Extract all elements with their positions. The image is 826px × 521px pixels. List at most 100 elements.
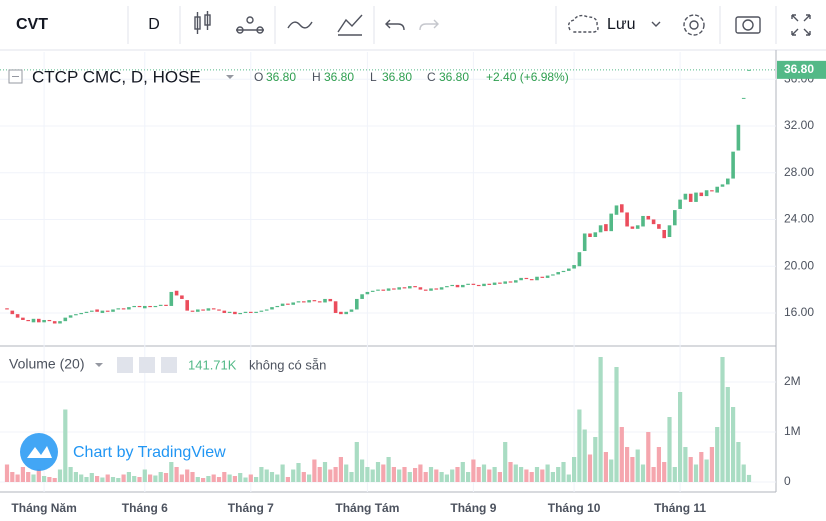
- watermark[interactable]: Chart by TradingView: [73, 444, 226, 461]
- volume-bar: [47, 477, 52, 482]
- marks: [0, 69, 776, 482]
- volume-bar: [20, 467, 25, 482]
- volume-bar: [662, 462, 667, 482]
- candle: [111, 309, 115, 312]
- tv-logo[interactable]: [20, 433, 58, 471]
- candle: [577, 252, 582, 267]
- volume-bar: [561, 462, 566, 482]
- candle: [333, 301, 338, 313]
- symbol[interactable]: CVT: [16, 16, 48, 33]
- volume-bar: [450, 469, 455, 482]
- volume-bar: [285, 477, 290, 482]
- volume-bar: [386, 457, 391, 482]
- candle: [572, 265, 576, 269]
- volume-buttons[interactable]: [117, 357, 177, 373]
- volume-bar: [211, 474, 216, 482]
- volume-bar: [291, 469, 296, 482]
- volume-bar: [577, 409, 582, 482]
- candle: [429, 288, 433, 291]
- volume-bar: [375, 462, 381, 482]
- volume-bar: [603, 452, 608, 482]
- volume-bar: [68, 467, 73, 482]
- candle: [545, 275, 550, 278]
- volume-bar: [640, 464, 646, 482]
- volume-bar: [259, 467, 264, 482]
- candle: [143, 305, 147, 309]
- volume-bar: [338, 457, 343, 482]
- candle: [439, 287, 444, 290]
- candle: [370, 290, 375, 292]
- last-price-label: 36.80: [784, 62, 814, 76]
- volume-bar: [243, 477, 248, 482]
- candle: [196, 309, 200, 312]
- volume-bar: [741, 464, 746, 482]
- candle: [254, 311, 258, 313]
- volume-bar: [158, 472, 163, 482]
- volume-bar: [174, 467, 179, 482]
- volume-bar: [609, 459, 614, 482]
- volume-bar: [52, 478, 57, 482]
- volume-bar: [57, 469, 63, 482]
- candle: [699, 192, 704, 197]
- volume-bar: [545, 464, 550, 482]
- candle: [535, 276, 539, 281]
- x-tick-label: Tháng 7: [228, 501, 274, 515]
- candle: [381, 289, 386, 291]
- volume-bar: [428, 467, 434, 482]
- candle: [302, 301, 306, 303]
- volume-bar: [672, 467, 677, 482]
- volume-bar: [222, 472, 227, 482]
- volume-menu[interactable]: [95, 363, 103, 367]
- candle: [598, 225, 603, 233]
- candle: [376, 289, 380, 291]
- save-button[interactable]: Lưu: [607, 16, 636, 33]
- interval[interactable]: D: [148, 16, 160, 33]
- volume-bar: [688, 457, 693, 482]
- candle: [68, 315, 73, 318]
- last-price-box: [777, 60, 826, 79]
- candle: [137, 305, 142, 308]
- candle: [455, 284, 460, 288]
- candle: [84, 311, 89, 313]
- volume-bar: [216, 477, 222, 482]
- volume-bar: [391, 467, 396, 482]
- volume-bar: [15, 474, 20, 482]
- toolbar-icons[interactable]: [194, 11, 811, 36]
- volume-bar: [709, 447, 714, 482]
- volume-bar: [275, 474, 280, 482]
- volume-bar: [137, 477, 142, 482]
- candle: [503, 281, 507, 284]
- candle: [704, 190, 709, 197]
- title-menu[interactable]: [226, 75, 234, 79]
- candle: [736, 124, 741, 151]
- candle: [551, 274, 555, 276]
- candle: [476, 284, 481, 287]
- volume-bar: [126, 472, 131, 482]
- candle: [249, 311, 253, 313]
- volume-bar: [26, 472, 31, 482]
- volume-bar: [280, 464, 285, 482]
- volume-bar: [4, 464, 10, 482]
- volume-bar: [227, 474, 232, 482]
- volume-bar: [42, 476, 47, 482]
- candle: [286, 303, 290, 305]
- volume-bar: [201, 478, 206, 482]
- candle: [556, 272, 560, 275]
- volume-bar: [487, 469, 492, 482]
- ohlc-legend: O 36.80 H 36.80 L 36.80 C 36.80 +2.40 (+…: [254, 70, 569, 84]
- candle: [90, 310, 94, 312]
- volume-bar: [540, 469, 545, 482]
- volume-bar: [163, 473, 169, 482]
- volume-bar: [481, 464, 487, 482]
- volume-bar: [153, 475, 158, 482]
- x-tick-label: Tháng 10: [548, 501, 601, 515]
- candle: [651, 219, 656, 225]
- x-tick-label: Tháng 9: [450, 501, 496, 515]
- legend-key: O: [254, 70, 263, 84]
- candle: [630, 226, 635, 229]
- candle: [201, 309, 205, 311]
- volume-bar: [508, 462, 513, 482]
- candle: [450, 284, 454, 287]
- candle: [296, 301, 301, 303]
